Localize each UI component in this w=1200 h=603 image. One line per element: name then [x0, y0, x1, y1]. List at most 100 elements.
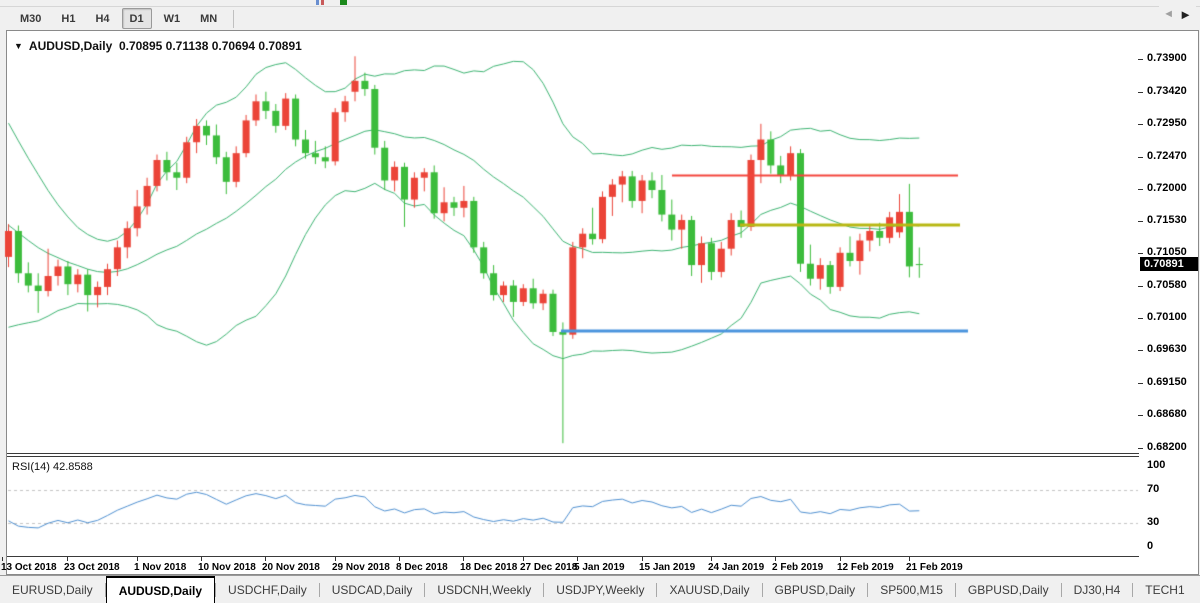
chart-title: ▼ AUDUSD,Daily 0.70895 0.71138 0.70694 0.… — [14, 39, 302, 53]
date-tick-label: 18 Dec 2018 — [460, 562, 518, 573]
timeframe-button-m30[interactable]: M30 — [20, 12, 42, 25]
chart-tab-eurusd-daily[interactable]: EURUSD,Daily — [12, 583, 93, 597]
tab-divider — [954, 583, 956, 597]
rsi-tick-label: 100 — [1147, 459, 1166, 471]
tab-divider — [104, 583, 106, 597]
price-tick-label: 0.69630 — [1147, 343, 1187, 355]
chart-symbol-label: AUDUSD,Daily — [28, 39, 113, 53]
clipped-toolbar-strip — [0, 0, 1200, 7]
price-tick — [1138, 92, 1143, 93]
tab-divider — [867, 583, 869, 597]
date-tick — [2, 557, 3, 561]
timeframe-toolbar: M30 H1 H4 D1 W1 MN — [0, 7, 1200, 30]
date-tick-label: 15 Jan 2019 — [639, 562, 696, 573]
chart-tab-audusd-daily[interactable]: AUDUSD,Daily — [105, 576, 216, 603]
main-chart-canvas[interactable] — [0, 30, 1139, 457]
price-tick-label: 0.73900 — [1147, 52, 1187, 64]
date-tick — [642, 557, 643, 561]
price-tick — [1138, 189, 1143, 190]
tab-scroll-right-button[interactable]: ► — [1175, 0, 1196, 28]
chart-tab-xauusd-daily[interactable]: XAUUSD,Daily — [669, 583, 750, 597]
price-tick-label: 0.72950 — [1147, 117, 1187, 129]
date-tick-label: 21 Feb 2019 — [906, 562, 963, 573]
date-tick-label: 8 Dec 2018 — [396, 562, 448, 573]
rsi-tick-label: 70 — [1147, 483, 1160, 495]
chart-tab-gbpusd-daily[interactable]: GBPUSD,Daily — [967, 583, 1049, 597]
date-axis-line — [7, 556, 1139, 557]
date-tick — [201, 557, 202, 561]
rsi-chart-canvas[interactable] — [0, 457, 1139, 556]
date-tick — [909, 557, 910, 561]
toolbar-separator — [233, 9, 235, 28]
date-tick-label: 2 Feb 2019 — [772, 562, 824, 573]
timeframe-button-h4[interactable]: H4 — [95, 12, 110, 25]
tab-scroll-left-button[interactable]: ◄ — [1159, 0, 1178, 28]
date-tick-label: 20 Nov 2018 — [262, 562, 320, 573]
pane-splitter[interactable] — [7, 453, 1139, 457]
date-tick-label: 1 Nov 2018 — [134, 562, 187, 573]
date-tick-label: 24 Jan 2019 — [708, 562, 765, 573]
date-tick — [463, 557, 464, 561]
chart-tab-gbpusd-daily[interactable]: GBPUSD,Daily — [774, 583, 856, 597]
date-tick-label: 23 Oct 2018 — [64, 562, 120, 573]
tab-divider — [656, 583, 658, 597]
chevron-down-icon[interactable]: ▼ — [14, 41, 23, 51]
price-tick-label: 0.72000 — [1147, 182, 1187, 194]
date-tick-label: 5 Jan 2019 — [574, 562, 625, 573]
price-tick-label: 0.69150 — [1147, 376, 1187, 388]
chart-quote-line: 0.70895 0.71138 0.70694 0.70891 — [118, 39, 302, 53]
price-tick — [1138, 286, 1143, 287]
date-tick — [775, 557, 776, 561]
chart-tab-usdjpy-weekly[interactable]: USDJPY,Weekly — [556, 583, 645, 597]
rsi-tick-label: 0 — [1147, 540, 1154, 552]
date-tick-label: 27 Dec 2018 — [520, 562, 578, 573]
price-tick — [1138, 448, 1143, 449]
chart-tabs-bar: EURUSD,Daily AUDUSD,Daily USDCHF,Daily USDC… — [0, 575, 1200, 603]
price-tick — [1138, 318, 1143, 319]
timeframe-button-h1[interactable]: H1 — [61, 12, 76, 25]
date-tick — [523, 557, 524, 561]
date-tick — [711, 557, 712, 561]
date-tick-label: 12 Feb 2019 — [837, 562, 894, 573]
date-tick — [840, 557, 841, 561]
chart-tab-sp500-m15[interactable]: SP500,M15 — [880, 583, 943, 597]
price-tick — [1138, 383, 1143, 384]
date-tick — [137, 557, 138, 561]
tab-divider — [215, 583, 217, 597]
date-tick — [335, 557, 336, 561]
rsi-tick-label: 30 — [1147, 516, 1160, 528]
price-tick — [1138, 59, 1143, 60]
price-tick-label: 0.71530 — [1147, 214, 1187, 226]
clipped-icon — [321, 0, 324, 5]
chart-tab-tech1[interactable]: TECH1 — [1145, 583, 1185, 597]
chart-tab-dj30-h4[interactable]: DJ30,H4 — [1073, 583, 1121, 597]
price-tick — [1138, 350, 1143, 351]
date-tick — [399, 557, 400, 561]
date-tick-label: 29 Nov 2018 — [332, 562, 390, 573]
timeframe-button-mn[interactable]: MN — [200, 12, 218, 25]
tab-divider — [543, 583, 545, 597]
timeframe-button-d1[interactable]: D1 — [121, 8, 152, 29]
date-tick — [577, 557, 578, 561]
tab-divider — [1132, 583, 1134, 597]
price-tick — [1138, 253, 1143, 254]
date-tick — [265, 557, 266, 561]
chart-tab-usdchf-daily[interactable]: USDCHF,Daily — [228, 583, 307, 597]
date-tick-label: 10 Nov 2018 — [198, 562, 256, 573]
price-tick — [1138, 415, 1143, 416]
price-tick-label: 0.72470 — [1147, 150, 1187, 162]
timeframe-button-w1[interactable]: W1 — [163, 12, 181, 25]
tab-divider — [761, 583, 763, 597]
date-tick-label: 13 Oct 2018 — [1, 562, 57, 573]
tab-divider — [424, 583, 426, 597]
date-tick — [67, 557, 68, 561]
chart-tab-usdcnh-weekly[interactable]: USDCNH,Weekly — [437, 583, 532, 597]
price-tick-label: 0.70580 — [1147, 279, 1187, 291]
price-tick-label: 0.70100 — [1147, 311, 1187, 323]
tab-divider — [1060, 583, 1062, 597]
price-tick — [1138, 124, 1143, 125]
rsi-indicator-label: RSI(14) 42.8588 — [12, 461, 93, 473]
chart-tab-usdcad-daily[interactable]: USDCAD,Daily — [331, 583, 413, 597]
current-price-badge: 0.70891 — [1140, 257, 1198, 271]
